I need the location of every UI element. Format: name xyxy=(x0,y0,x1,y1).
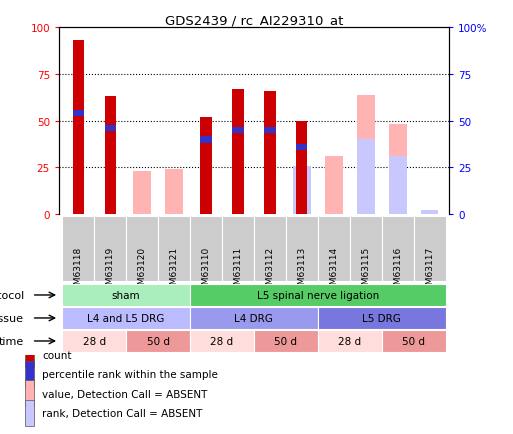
Text: percentile rank within the sample: percentile rank within the sample xyxy=(42,369,218,379)
Text: GSM63118: GSM63118 xyxy=(74,246,83,295)
Bar xyxy=(389,157,406,215)
Bar xyxy=(105,125,116,132)
Bar xyxy=(105,97,116,215)
Bar xyxy=(318,330,382,352)
Bar xyxy=(72,41,84,215)
Text: GSM63116: GSM63116 xyxy=(393,246,402,295)
Bar xyxy=(232,90,244,215)
Bar xyxy=(382,330,446,352)
Bar xyxy=(25,361,34,387)
Bar xyxy=(232,128,244,134)
Text: rank, Detection Call = ABSENT: rank, Detection Call = ABSENT xyxy=(42,408,202,418)
Bar xyxy=(190,217,222,282)
Bar xyxy=(286,217,318,282)
Bar xyxy=(190,330,254,352)
Text: protocol: protocol xyxy=(0,290,24,300)
Bar xyxy=(297,144,307,151)
Text: 50 d: 50 d xyxy=(402,336,425,346)
Bar xyxy=(382,217,413,282)
Bar xyxy=(222,217,254,282)
Bar xyxy=(126,217,158,282)
Text: sham: sham xyxy=(112,290,141,300)
Text: GSM63119: GSM63119 xyxy=(106,246,114,295)
Bar xyxy=(264,92,275,215)
Bar xyxy=(350,217,382,282)
Bar xyxy=(254,217,286,282)
Bar xyxy=(254,330,318,352)
Text: L5 DRG: L5 DRG xyxy=(362,313,401,323)
Bar xyxy=(325,157,343,215)
Bar xyxy=(413,217,446,282)
Title: GDS2439 / rc_AI229310_at: GDS2439 / rc_AI229310_at xyxy=(165,14,343,27)
Bar xyxy=(389,125,406,215)
Text: GSM63111: GSM63111 xyxy=(233,246,243,295)
Bar xyxy=(264,128,275,134)
Text: value, Detection Call = ABSENT: value, Detection Call = ABSENT xyxy=(42,389,207,399)
Bar xyxy=(126,330,190,352)
Bar xyxy=(25,342,34,368)
Bar xyxy=(62,217,94,282)
Bar xyxy=(62,307,190,329)
Bar xyxy=(357,140,374,215)
Text: 28 d: 28 d xyxy=(83,336,106,346)
Text: GSM63117: GSM63117 xyxy=(425,246,434,295)
Bar xyxy=(297,122,307,215)
Text: count: count xyxy=(42,350,71,360)
Bar xyxy=(62,330,126,352)
Text: 50 d: 50 d xyxy=(274,336,298,346)
Bar xyxy=(25,400,34,426)
Bar xyxy=(357,95,374,215)
Bar xyxy=(62,284,190,306)
Bar xyxy=(190,307,318,329)
Bar xyxy=(318,217,350,282)
Text: L5 spinal nerve ligation: L5 spinal nerve ligation xyxy=(256,290,379,300)
Bar xyxy=(94,217,126,282)
Bar xyxy=(293,166,311,215)
Text: 28 d: 28 d xyxy=(210,336,233,346)
Bar xyxy=(158,217,190,282)
Text: GSM63121: GSM63121 xyxy=(169,246,179,295)
Bar xyxy=(190,284,446,306)
Bar xyxy=(25,380,34,407)
Text: time: time xyxy=(0,336,24,346)
Bar xyxy=(201,137,211,143)
Text: tissue: tissue xyxy=(0,313,24,323)
Bar xyxy=(318,307,446,329)
Text: GSM63115: GSM63115 xyxy=(361,246,370,295)
Text: GSM63114: GSM63114 xyxy=(329,246,339,295)
Bar xyxy=(72,111,84,117)
Bar xyxy=(165,170,183,215)
Text: 50 d: 50 d xyxy=(147,336,170,346)
Text: L4 and L5 DRG: L4 and L5 DRG xyxy=(87,313,165,323)
Text: GSM63120: GSM63120 xyxy=(137,246,147,295)
Bar xyxy=(421,211,439,215)
Text: GSM63113: GSM63113 xyxy=(298,246,306,295)
Bar xyxy=(201,118,211,215)
Text: 28 d: 28 d xyxy=(338,336,361,346)
Text: GSM63112: GSM63112 xyxy=(265,246,274,295)
Bar xyxy=(133,172,151,215)
Text: GSM63110: GSM63110 xyxy=(202,246,210,295)
Text: L4 DRG: L4 DRG xyxy=(234,313,273,323)
